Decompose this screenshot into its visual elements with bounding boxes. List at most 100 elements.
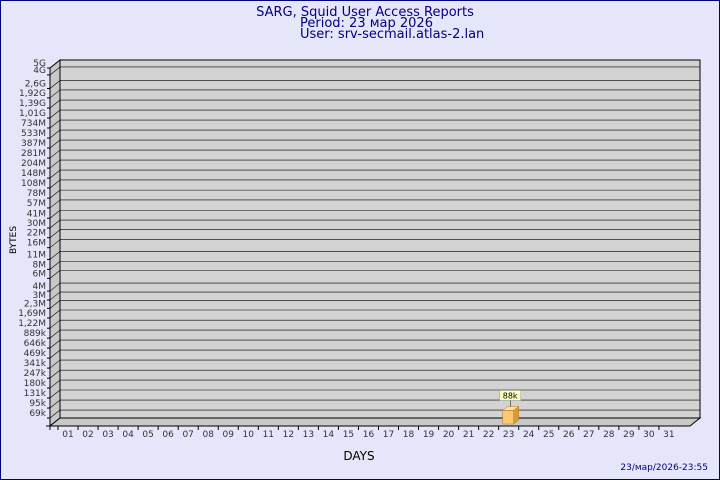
x-tick-label: 19: [423, 430, 435, 440]
user: User: srv-secmail.atlas-2.lan: [300, 27, 484, 42]
grid-line: [49, 199, 61, 209]
x-tick-label: 04: [122, 430, 134, 440]
grid-line: [49, 282, 61, 292]
grid-line: [49, 119, 61, 129]
y-tick-label: 646k: [24, 339, 47, 349]
title: SARG, Squid User Access Reports: [256, 5, 474, 20]
x-tick-label: 25: [543, 430, 554, 440]
label-box: [499, 390, 521, 401]
floor: [48, 417, 702, 427]
x-tick-label: 28: [603, 430, 615, 440]
bar: [502, 410, 514, 425]
grid-line: [49, 339, 61, 349]
grid-line: [49, 309, 61, 319]
y-tick-label: 387M: [21, 139, 46, 149]
grid-line: [49, 389, 61, 399]
y-tick-label: 2,3M: [24, 299, 46, 309]
y-tick-label: 131k: [24, 389, 47, 399]
y-tick-label: 78M: [27, 189, 46, 199]
grid-line: [49, 399, 61, 409]
x-tick-label: 11: [263, 430, 274, 440]
y-tick-label: 69k: [29, 409, 46, 419]
x-tick-label: 07: [182, 430, 193, 440]
grid-line: [49, 189, 61, 199]
grid-line: [49, 251, 61, 260]
y-tick-label: 281M: [21, 149, 46, 159]
grid-line: [49, 139, 61, 149]
x-tick-label: 27: [583, 430, 594, 440]
grid-line: [49, 89, 61, 99]
y-tick-label: 22M: [27, 229, 46, 239]
x-tick-label: 29: [623, 430, 635, 440]
grid-line: [49, 349, 61, 359]
x-tick-label: 08: [202, 430, 214, 440]
grid-line: [49, 379, 61, 389]
y-tick-label: 57M: [27, 199, 46, 209]
y-tick-label: 533M: [21, 129, 46, 139]
y-tick-label: 1,22M: [18, 319, 46, 329]
grid-line: [49, 300, 61, 309]
x-tick-label: 21: [463, 430, 474, 440]
y-tick-label: 148M: [21, 169, 46, 179]
grid-line: [49, 329, 61, 339]
x-tick-label: 30: [643, 430, 655, 440]
value-label: 88k: [503, 391, 518, 400]
y-tick-label: 247k: [24, 369, 47, 379]
grid-line: [49, 99, 61, 109]
grid-line: [49, 369, 61, 379]
grid-line: [49, 149, 61, 159]
grid-line: [49, 219, 61, 229]
grid-line: [49, 319, 61, 329]
footer: 23/мар/2026-23:55: [620, 463, 708, 473]
x-tick-label: 06: [162, 430, 174, 440]
x-tick-label: 02: [82, 430, 93, 440]
y-axis-label: BYTES: [9, 226, 19, 254]
y-tick-label: 180k: [24, 379, 47, 389]
y-tick-label: 11M: [27, 250, 46, 260]
grid-line: [49, 80, 61, 89]
x-tick-label: 03: [102, 430, 113, 440]
grid-line: [49, 129, 61, 139]
x-tick-label: 23: [503, 430, 514, 440]
grid-line: [49, 409, 61, 419]
y-tick-label: 4G: [33, 66, 46, 76]
x-tick-label: 15: [343, 430, 354, 440]
x-axis-label: DAYS: [343, 449, 374, 463]
y-tick-label: 1,01G: [19, 109, 46, 119]
y-tick-label: 1,39G: [19, 99, 46, 109]
y-tick-label: 5G: [33, 59, 46, 69]
y-tick-label: 95k: [29, 399, 46, 409]
x-tick-label: 01: [62, 430, 73, 440]
x-tick-label: 22: [483, 430, 494, 440]
y-tick-label: 41M: [27, 209, 46, 219]
y-tick-label: 469k: [24, 349, 47, 359]
grid-line: [49, 179, 61, 189]
y-tick-label: 16M: [27, 239, 46, 249]
grid-line: [49, 210, 61, 219]
y-tick-label: 6M: [33, 269, 47, 279]
grid-line: [49, 229, 61, 238]
y-tick-label: 1,69M: [18, 309, 46, 319]
x-tick-label: 20: [443, 430, 455, 440]
y-tick-label: 204M: [21, 159, 46, 169]
x-tick-label: 12: [283, 430, 294, 440]
y-tick-label: 341k: [24, 359, 47, 369]
grid-line: [49, 359, 61, 369]
y-tick-label: 2,6G: [25, 79, 46, 89]
grid-line: [49, 291, 61, 301]
y-tick-label: 30M: [27, 219, 46, 229]
y-tick-label: 734M: [21, 119, 46, 129]
x-tick-label: 31: [663, 430, 674, 440]
y-tick-label: 889k: [24, 329, 47, 339]
grid-line: [49, 261, 61, 270]
y-tick-label: 108M: [21, 179, 46, 189]
x-tick-label: 14: [323, 430, 335, 440]
grid-line: [49, 109, 61, 119]
grid-line: [49, 270, 61, 279]
x-tick-label: 05: [142, 430, 153, 440]
x-tick-label: 13: [303, 430, 314, 440]
grid-line: [49, 59, 61, 69]
y-tick-label: 4M: [33, 282, 47, 292]
x-tick-label: 26: [563, 430, 575, 440]
